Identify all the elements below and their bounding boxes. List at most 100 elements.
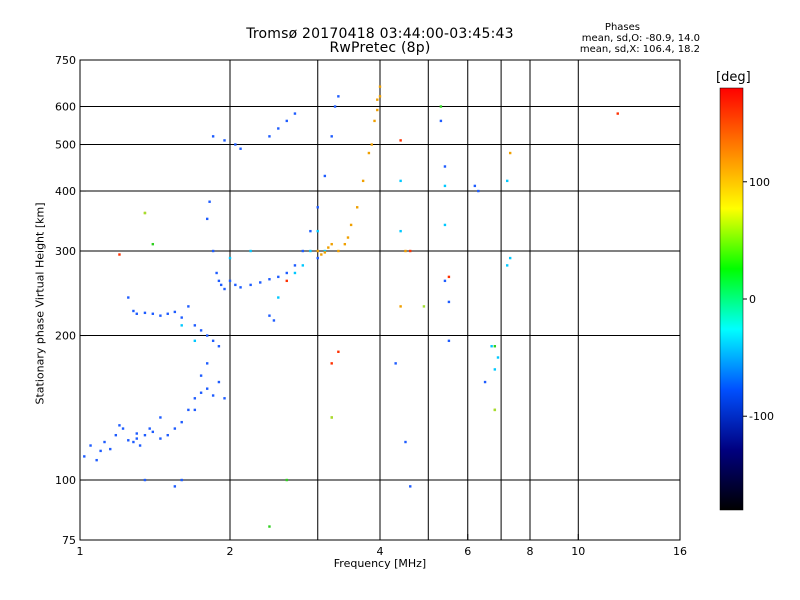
data-point xyxy=(333,105,337,108)
data-point xyxy=(327,246,330,249)
data-point xyxy=(127,296,130,299)
data-point xyxy=(217,380,221,384)
data-point xyxy=(205,217,209,221)
data-point xyxy=(187,408,190,412)
colorbar-tick-label: 100 xyxy=(749,176,770,189)
data-point xyxy=(376,108,379,112)
data-point xyxy=(268,314,271,317)
data-point xyxy=(89,444,92,447)
data-point xyxy=(349,223,353,227)
y-tick-label: 750 xyxy=(55,54,76,67)
data-point xyxy=(173,427,177,430)
data-point xyxy=(316,249,319,253)
data-point xyxy=(193,397,197,400)
x-tick-label: 1 xyxy=(77,545,84,558)
data-point xyxy=(132,309,135,313)
data-point xyxy=(217,279,221,283)
data-point xyxy=(277,275,280,279)
data-point xyxy=(443,165,447,168)
data-point xyxy=(121,427,125,430)
colorbar-tick-label: -100 xyxy=(749,410,774,423)
data-point xyxy=(239,286,242,289)
data-point xyxy=(223,139,226,142)
data-point xyxy=(199,374,203,377)
data-point xyxy=(293,271,297,275)
data-point xyxy=(346,236,350,239)
data-point xyxy=(180,316,183,319)
phases-x-stats: mean, sd,X: 106.4, 18.2 xyxy=(579,44,700,55)
data-point xyxy=(211,339,215,343)
data-point xyxy=(151,312,155,315)
data-point xyxy=(361,179,365,183)
data-point xyxy=(293,264,297,267)
data-point xyxy=(477,189,480,193)
data-point xyxy=(143,478,147,482)
data-point xyxy=(199,329,203,332)
data-point xyxy=(99,449,102,453)
data-point xyxy=(277,296,280,299)
data-point xyxy=(277,127,280,130)
data-point xyxy=(268,135,271,138)
data-point xyxy=(285,271,288,275)
x-tick-label: 10 xyxy=(571,545,585,558)
data-point xyxy=(323,251,327,254)
y-tick-label: 75 xyxy=(62,534,76,547)
data-point xyxy=(443,223,447,227)
data-point xyxy=(211,394,215,397)
data-point xyxy=(376,98,379,101)
x-tick-label: 4 xyxy=(377,545,384,558)
data-point xyxy=(493,368,497,371)
data-point xyxy=(443,279,447,283)
data-point xyxy=(211,135,215,138)
data-point xyxy=(114,433,118,437)
data-point xyxy=(159,314,162,317)
data-point xyxy=(159,437,162,440)
data-point xyxy=(193,408,197,412)
data-point xyxy=(151,430,155,434)
data-point xyxy=(135,432,138,435)
colorbar-tick-label: 0 xyxy=(749,293,756,306)
data-point xyxy=(193,324,197,327)
data-point xyxy=(493,408,497,412)
data-point xyxy=(404,249,407,253)
data-point xyxy=(217,345,221,348)
data-point xyxy=(616,112,619,115)
data-point xyxy=(330,135,333,138)
data-point xyxy=(228,256,232,260)
y-tick-label: 100 xyxy=(55,474,76,487)
data-point xyxy=(316,256,319,260)
data-point xyxy=(378,95,382,98)
data-point xyxy=(355,206,359,209)
chart-title: Tromsø 20170418 03:44:00-03:45:43 xyxy=(246,26,514,42)
data-point xyxy=(337,350,340,353)
data-point xyxy=(193,339,197,343)
data-point xyxy=(409,249,412,253)
data-point xyxy=(330,242,333,246)
data-point xyxy=(259,281,262,284)
data-point xyxy=(373,119,376,123)
data-point xyxy=(223,397,226,400)
y-tick-label: 400 xyxy=(55,185,76,198)
data-point xyxy=(205,362,209,365)
data-point xyxy=(447,275,451,279)
data-point xyxy=(285,478,288,482)
data-point xyxy=(135,312,138,315)
data-point xyxy=(103,440,106,444)
data-point xyxy=(505,179,509,183)
data-point xyxy=(138,444,142,447)
data-point xyxy=(447,339,451,343)
data-point xyxy=(505,264,509,267)
data-point xyxy=(370,143,373,146)
data-point xyxy=(309,229,312,233)
data-point xyxy=(496,356,500,359)
data-point xyxy=(219,283,223,287)
colorbar xyxy=(719,87,744,511)
data-point xyxy=(483,380,487,384)
data-point xyxy=(151,242,155,246)
data-point xyxy=(399,229,402,233)
data-point xyxy=(249,249,252,253)
y-tick-label: 500 xyxy=(55,139,76,152)
data-point xyxy=(95,458,98,462)
data-point xyxy=(343,242,347,246)
data-point xyxy=(378,85,382,88)
